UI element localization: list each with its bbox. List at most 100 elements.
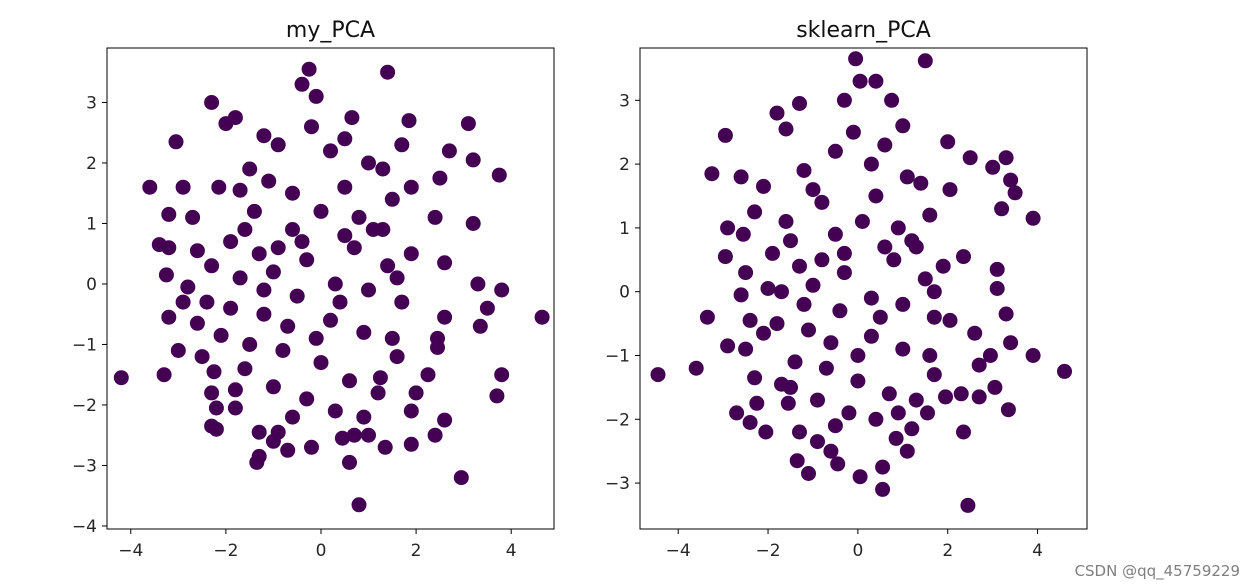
scatter-point — [971, 357, 987, 373]
y-tick-label: −4 — [72, 517, 97, 537]
scatter-point — [211, 179, 227, 195]
scatter-point — [742, 312, 758, 328]
scatter-point — [747, 370, 763, 386]
x-tick-label: −4 — [118, 541, 143, 561]
scatter-point — [720, 220, 736, 236]
scatter-point — [823, 443, 839, 459]
y-tick-label: 2 — [619, 155, 630, 175]
scatter-point — [161, 240, 177, 256]
scatter-point — [470, 276, 486, 292]
scatter-point — [769, 105, 785, 121]
scatter-point — [922, 207, 938, 223]
scatter-point — [375, 222, 391, 237]
scatter-point — [361, 282, 376, 298]
scatter-point — [299, 252, 315, 268]
scatter-point — [827, 418, 843, 434]
y-tick-label: −2 — [72, 396, 97, 416]
scatter-point — [494, 367, 510, 383]
scatter-point — [886, 252, 902, 268]
y-tick-label: −1 — [605, 346, 630, 366]
scatter-point — [403, 246, 419, 262]
scatter-point — [289, 288, 305, 304]
scatter-point — [308, 88, 324, 104]
scatter-point — [342, 454, 357, 470]
scatter-point — [789, 453, 805, 469]
scatter-points — [650, 51, 1072, 513]
scatter-point — [384, 330, 400, 346]
scatter-point — [206, 364, 222, 380]
scatter-point — [142, 179, 158, 195]
scatter-point — [313, 355, 329, 371]
scatter-point — [249, 454, 265, 470]
scatter-point — [749, 395, 765, 411]
scatter-point — [818, 360, 834, 376]
scatter-point — [472, 318, 488, 334]
scatter-point — [895, 118, 911, 134]
scatter-point — [769, 316, 785, 332]
y-tick-label: 0 — [86, 275, 97, 295]
scatter-point — [899, 443, 915, 459]
scatter-point — [895, 296, 911, 312]
scatter-point — [194, 349, 210, 365]
scatter-point — [158, 267, 174, 283]
scatter-point — [199, 294, 215, 310]
scatter-point — [403, 436, 419, 452]
scatter-point — [227, 382, 243, 398]
scatter-point — [356, 409, 372, 425]
scatter-point — [780, 395, 796, 411]
scatter-point — [998, 150, 1014, 166]
scatter-point — [699, 309, 715, 325]
scatter-point — [420, 367, 436, 383]
scatter-point — [823, 335, 839, 351]
scatter-point — [265, 264, 281, 280]
scatter-point — [783, 379, 798, 395]
scatter-point — [227, 400, 243, 416]
scatter-point — [427, 427, 443, 443]
scatter-point — [830, 456, 846, 472]
scatter-point — [161, 206, 177, 222]
scatter-point — [989, 281, 1005, 296]
scatter-point — [208, 400, 224, 416]
axes-frame — [106, 47, 555, 530]
x-tick-label: −2 — [756, 541, 781, 561]
scatter-point — [232, 182, 248, 198]
scatter-point — [256, 306, 272, 322]
scatter-point — [251, 246, 267, 262]
scatter-point — [408, 385, 424, 401]
scatter-point — [938, 389, 953, 405]
scatter-point — [852, 73, 868, 89]
scatter-point — [650, 367, 666, 383]
y-tick-label: 3 — [86, 93, 97, 113]
scatter-point — [956, 249, 971, 265]
scatter-point — [437, 255, 453, 271]
scatter-point — [850, 348, 866, 363]
scatter-point — [175, 179, 191, 195]
scatter-point — [1003, 335, 1019, 351]
scatter-point — [323, 312, 338, 328]
scatter-point — [175, 294, 191, 310]
scatter-point — [913, 175, 929, 191]
scatter-point — [256, 282, 272, 298]
scatter-point — [246, 203, 262, 219]
y-tick-label: 1 — [619, 219, 630, 239]
scatter-point — [848, 51, 864, 67]
scatter-point — [437, 309, 453, 325]
scatter-point — [432, 170, 448, 186]
axes-frame — [639, 47, 1088, 530]
scatter-point — [971, 389, 987, 405]
scatter-point — [717, 127, 733, 143]
y-tick-label: −1 — [72, 335, 97, 355]
scatter-point — [280, 442, 296, 458]
scatter-point — [899, 169, 915, 185]
scatter-point — [237, 222, 253, 237]
x-tick-label: 0 — [852, 541, 863, 561]
scatter-point — [323, 143, 338, 159]
scatter-point — [940, 134, 956, 150]
scatter-point — [1007, 185, 1023, 201]
scatter-point — [285, 185, 300, 201]
scatter-point — [168, 134, 184, 150]
scatter-point — [1025, 348, 1041, 363]
chart-title: sklearn_PCA — [796, 18, 931, 43]
scatter-point — [801, 466, 816, 481]
